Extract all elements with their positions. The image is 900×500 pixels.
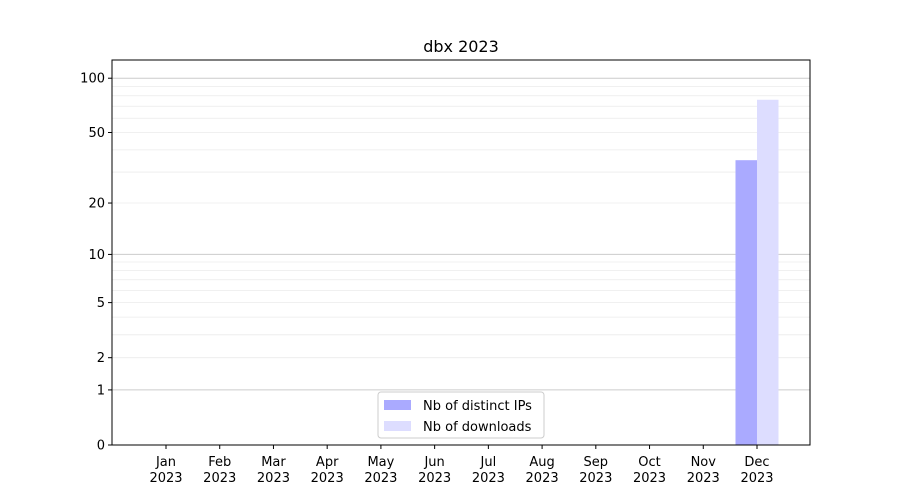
legend-swatch [384, 421, 411, 431]
legend-swatch [384, 400, 411, 410]
y-tick-label: 10 [88, 248, 105, 263]
bar [735, 160, 757, 445]
x-tick-label: 2023 [203, 471, 236, 486]
y-tick-label: 50 [88, 126, 105, 141]
y-tick-label: 1 [97, 383, 105, 398]
x-tick-label: 2023 [257, 471, 290, 486]
bar [757, 99, 779, 446]
x-tick-label: Apr [316, 455, 339, 470]
x-tick-label: 2023 [364, 471, 397, 486]
x-tick-label: Mar [261, 455, 286, 470]
plot-frame [111, 59, 811, 446]
y-tick-label: 0 [97, 439, 105, 454]
y-tick-label: 2 [97, 351, 105, 366]
y-tick-label: 100 [80, 72, 105, 87]
y-tick-label: 5 [97, 296, 105, 311]
x-tick-label: 2023 [579, 471, 612, 486]
x-tick-label: 2023 [311, 471, 344, 486]
x-tick-label: Jun [423, 455, 444, 470]
x-tick-label: Sep [584, 455, 609, 470]
x-tick-label: Oct [638, 455, 660, 470]
x-tick-label: Jul [480, 455, 497, 470]
legend-box [377, 391, 545, 439]
x-tick-label: Aug [529, 455, 554, 470]
x-tick-label: Feb [208, 455, 231, 470]
x-tick-label: Jan [155, 455, 176, 470]
x-tick-label: 2023 [418, 471, 451, 486]
legend: Nb of distinct IPs Nb of downloads [377, 391, 545, 439]
x-tick-label: Nov [691, 455, 717, 470]
x-tick-label: 2023 [472, 471, 505, 486]
chart-title: dbx 2023 [423, 37, 499, 56]
x-tick-label: 2023 [740, 471, 773, 486]
x-tick-label: 2023 [149, 471, 182, 486]
x-tick-label: 2023 [633, 471, 666, 486]
x-tick-label: 2023 [526, 471, 559, 486]
legend-label: Nb of distinct IPs [423, 399, 532, 414]
y-tick-label: 20 [88, 197, 105, 212]
x-tick-label: Dec [744, 455, 769, 470]
legend-label: Nb of downloads [423, 420, 532, 435]
x-tick-label: 2023 [687, 471, 720, 486]
x-tick-label: May [367, 455, 394, 470]
